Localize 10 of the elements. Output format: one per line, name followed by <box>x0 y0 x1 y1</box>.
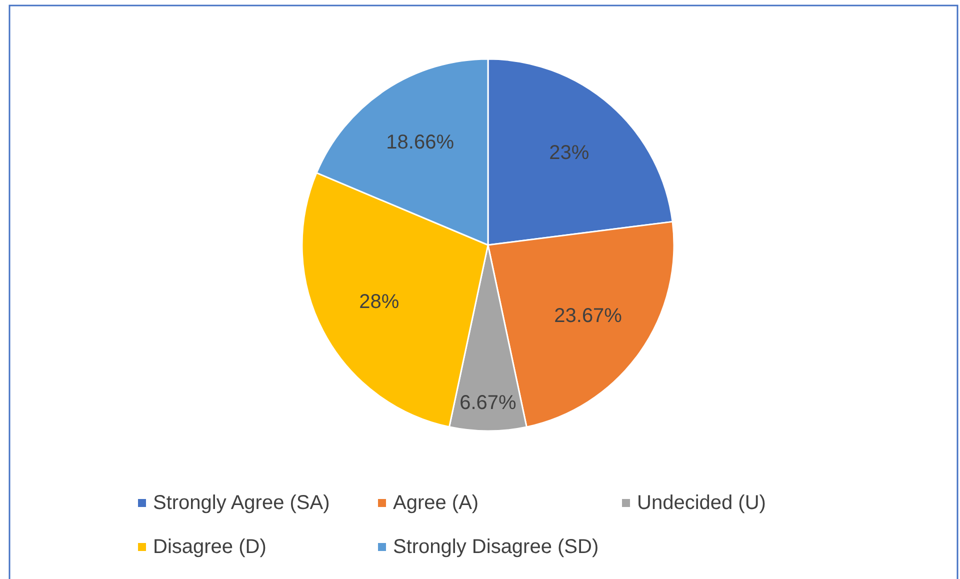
data-label: 23.67% <box>554 305 622 328</box>
legend-label: Agree (A) <box>393 492 479 514</box>
data-label: 18.66% <box>386 132 454 154</box>
legend-label: Strongly Agree (SA) <box>153 492 330 514</box>
data-label: 6.67% <box>460 392 517 414</box>
data-label: 28% <box>359 290 400 313</box>
legend-label: Strongly Disagree (SD) <box>393 536 599 558</box>
legend-label: Undecided (U) <box>637 492 766 514</box>
legend-label: Disagree (D) <box>153 536 266 558</box>
data-label: 23% <box>549 142 590 164</box>
